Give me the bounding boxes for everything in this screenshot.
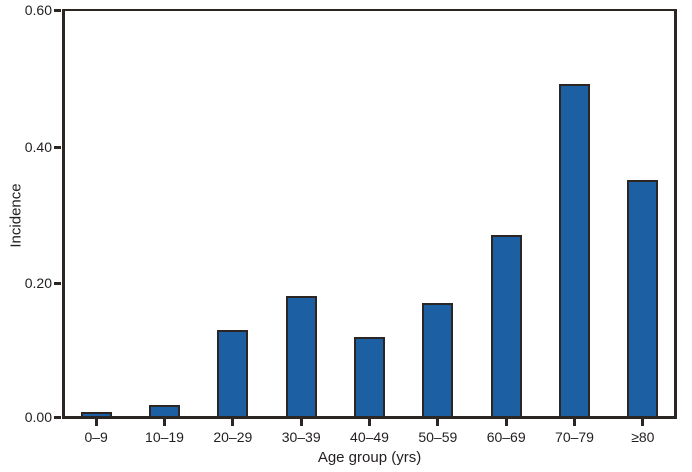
x-tick-mark [504, 419, 508, 426]
x-tick-label: 0–9 [84, 429, 108, 445]
x-tick-mark [368, 419, 371, 426]
x-tick-mark [641, 419, 645, 426]
bar-40–49 [354, 337, 385, 416]
x-tick-label: 30–39 [281, 429, 321, 445]
x-tick-label: 70–79 [555, 429, 594, 445]
bar-20–29 [217, 330, 249, 416]
x-axis-title: Age group (yrs) [317, 449, 422, 466]
y-tick-mark [54, 145, 61, 149]
x-tick-label: 20–29 [213, 429, 253, 445]
y-tick-mark [54, 416, 61, 419]
y-axis-title: Incidence [7, 183, 25, 248]
x-tick-label: 50–59 [418, 429, 458, 445]
x-tick-label: 10–19 [145, 429, 184, 445]
y-tick-label: 0.20 [24, 275, 52, 292]
x-tick-mark [94, 419, 98, 426]
bar-10–19 [149, 405, 180, 416]
x-tick-label: 60–69 [486, 429, 526, 445]
bar-30–39 [285, 296, 317, 416]
bar-50–59 [422, 302, 454, 416]
y-tick-label: 0.00 [24, 409, 52, 425]
x-tick-mark [299, 419, 303, 426]
bar-70–79 [559, 84, 590, 416]
y-tick-mark [54, 282, 61, 286]
x-tick-mark [231, 419, 235, 426]
x-tick-mark [436, 419, 440, 426]
y-tick-label: 0.60 [24, 2, 52, 18]
bar-≥80 [627, 179, 659, 416]
bar-60–69 [490, 234, 522, 416]
bar-0–9 [80, 412, 112, 416]
x-tick-mark [163, 419, 166, 426]
x-tick-label: ≥80 [631, 429, 655, 445]
x-tick-mark [573, 419, 576, 426]
x-tick-label: 40–49 [350, 429, 389, 445]
y-tick-label: 0.40 [24, 138, 52, 155]
y-tick-mark [54, 9, 61, 12]
